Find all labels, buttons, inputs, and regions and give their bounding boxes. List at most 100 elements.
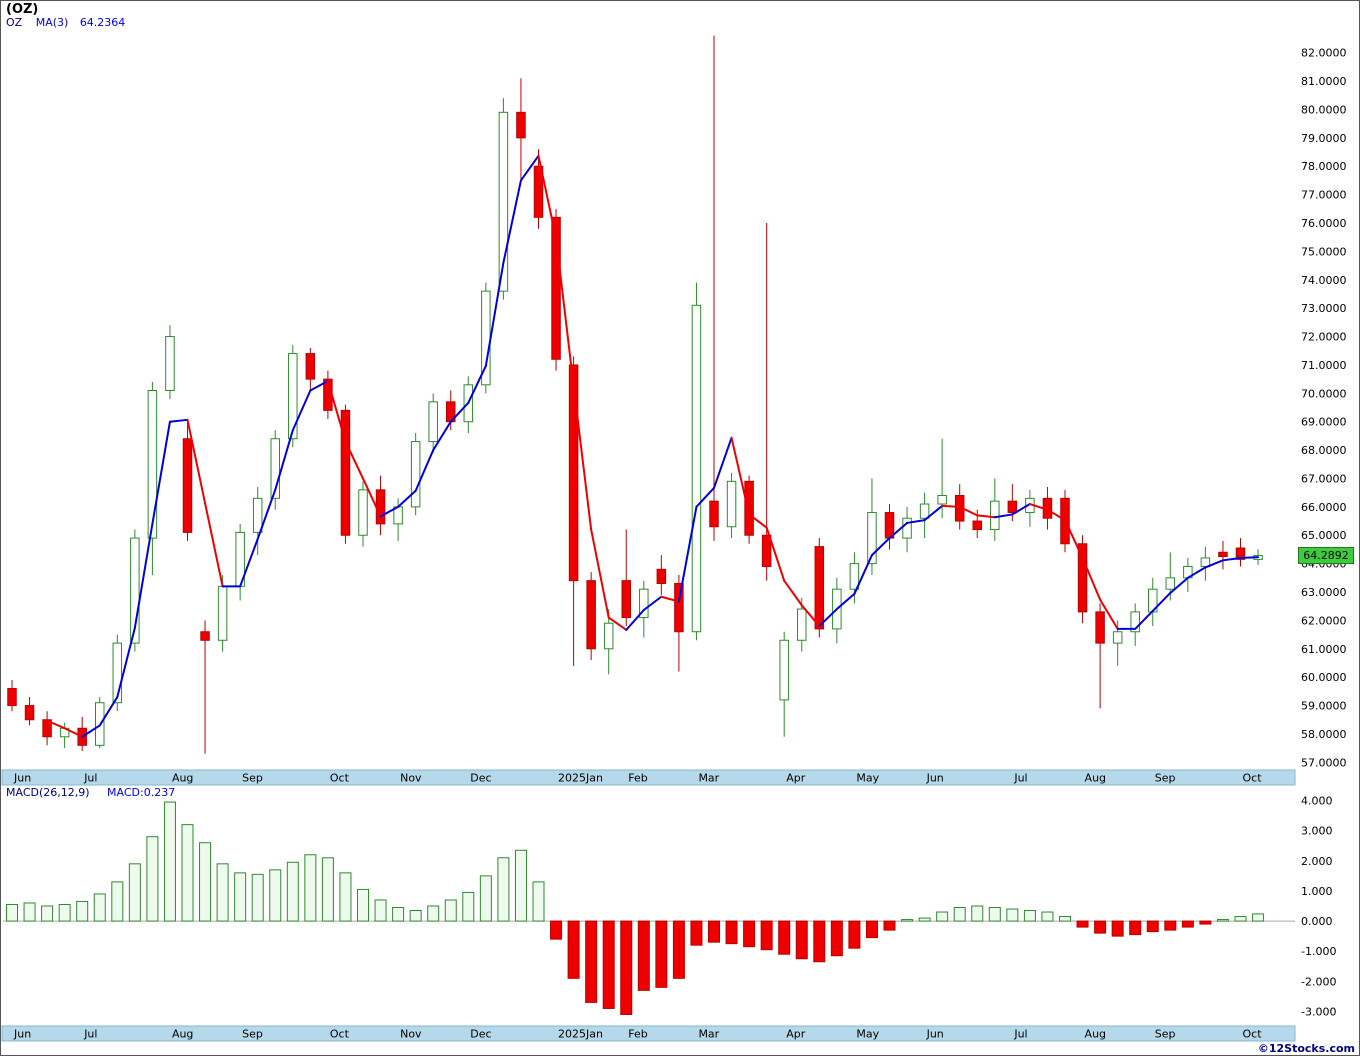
candle-body: [779, 639, 789, 701]
macd-value: MACD:0.237: [107, 786, 176, 799]
ma-segment: [1099, 598, 1119, 630]
price-tick-label: 67.0000: [1301, 472, 1347, 485]
ma-segment: [344, 440, 364, 480]
month-label: Sep: [242, 772, 263, 785]
price-tick-label: 74.0000: [1301, 274, 1347, 287]
candle-body: [305, 353, 316, 380]
price-axis-labels: 82.0000 81.0000 80.0000 79.0000 78.0000 77.00…: [1301, 47, 1347, 770]
macd-bar: [918, 917, 931, 922]
month-label: Jul: [1013, 1028, 1027, 1041]
month-label: Oct: [330, 1028, 350, 1041]
price-tick-label: 57.0000: [1301, 756, 1347, 769]
candle-body: [990, 500, 1000, 531]
candle-body: [1165, 577, 1176, 590]
month-label: Mar: [698, 772, 719, 785]
macd-bar: [865, 920, 878, 939]
macd-bar: [1234, 916, 1247, 922]
macd-bar: [550, 920, 563, 940]
macd-bar: [41, 905, 54, 922]
candle-body: [340, 409, 351, 536]
candle-body: [200, 631, 210, 641]
ma-segment: [818, 608, 838, 628]
month-label: May: [856, 772, 879, 785]
macd-bar: [585, 920, 598, 1003]
month-label: Sep: [1155, 772, 1176, 785]
candle-body: [586, 580, 596, 650]
ma-segment: [1011, 503, 1031, 516]
macd-bar: [321, 857, 334, 922]
candles-layer: [7, 35, 1263, 754]
month-label: Aug: [172, 772, 193, 785]
month-label: Oct: [1243, 772, 1263, 785]
candle-body: [919, 503, 930, 519]
macd-bar: [1076, 920, 1089, 928]
macd-bar: [971, 905, 984, 922]
candle-body: [744, 480, 754, 536]
macd-bar: [286, 861, 299, 922]
macd-bar: [672, 920, 685, 979]
ma-label: MA(3): [35, 16, 69, 29]
ma-segment: [291, 389, 312, 432]
price-tick-label: 75.0000: [1301, 245, 1347, 258]
macd-tick-label: 2.000: [1301, 855, 1333, 868]
ma-segment: [239, 538, 259, 588]
ma-segment: [116, 626, 136, 699]
ma-segment: [467, 364, 487, 404]
ma-segment: [274, 429, 294, 491]
month-label: Aug: [1085, 772, 1106, 785]
ma-segment: [765, 526, 786, 582]
ma-segment: [151, 420, 171, 525]
candle-body: [674, 583, 684, 633]
candle-body: [867, 512, 877, 565]
macd-bar: [1059, 916, 1071, 922]
price-tick-label: 79.0000: [1301, 132, 1347, 145]
month-axis-bottom: Jun Jul Aug Sep Oct Nov Dec 2025Jan Feb Mar Apr May…: [13, 1028, 1262, 1041]
ma-segment: [625, 608, 645, 631]
macd-bar: [339, 872, 352, 922]
macd-bar: [251, 873, 264, 922]
price-tick-label: 81.0000: [1301, 75, 1347, 88]
ma-segment: [326, 380, 347, 443]
price-tick-label: 77.0000: [1301, 189, 1347, 202]
macd-bar: [567, 920, 580, 979]
ma-segment: [993, 513, 1014, 519]
price-tick-label: 76.0000: [1301, 217, 1347, 230]
candle-body: [972, 520, 982, 531]
macd-bar: [304, 854, 317, 922]
ma-segment: [888, 521, 909, 540]
candle-body: [358, 489, 368, 536]
macd-bar: [1199, 920, 1212, 925]
month-label: Jul: [1013, 772, 1027, 785]
month-label: Dec: [470, 1028, 491, 1041]
macd-tick-label: 4.000: [1301, 795, 1333, 808]
candle-body: [217, 585, 228, 641]
macd-tick-label: -2.000: [1301, 975, 1336, 988]
candle-body: [603, 622, 614, 650]
candle-body: [709, 500, 719, 528]
candle-body: [797, 608, 807, 641]
chart-title: (OZ): [6, 2, 39, 17]
ma-line-layer: [46, 154, 1260, 738]
month-label: Oct: [330, 772, 350, 785]
price-tick-label: 62.0000: [1301, 614, 1347, 627]
candle-body: [1112, 631, 1123, 644]
macd-bar: [58, 903, 71, 922]
ma-segment: [555, 237, 575, 387]
ma-segment: [958, 505, 979, 517]
candle-body: [656, 568, 667, 584]
price-tick-label: 70.0000: [1301, 387, 1347, 400]
ma-segment: [835, 592, 856, 611]
ma-value: 64.2364: [79, 16, 126, 29]
macd-bar: [392, 907, 405, 922]
ma-segment: [783, 579, 803, 607]
price-tick-label: 71.0000: [1301, 359, 1347, 372]
price-tick-label: 61.0000: [1301, 643, 1347, 656]
macd-bar: [514, 849, 527, 922]
price-tick-label: 58.0000: [1301, 728, 1347, 741]
candle-body: [621, 580, 631, 619]
macd-tick-label: 1.000: [1301, 885, 1333, 898]
price-tick-label: 60.0000: [1301, 671, 1347, 684]
ma-segment: [660, 595, 680, 603]
macd-bar: [93, 893, 106, 922]
macd-axis-labels: 4.000 3.000 2.000 1.000 0.000 -1.000 -2.000 -3.…: [1301, 795, 1336, 1019]
